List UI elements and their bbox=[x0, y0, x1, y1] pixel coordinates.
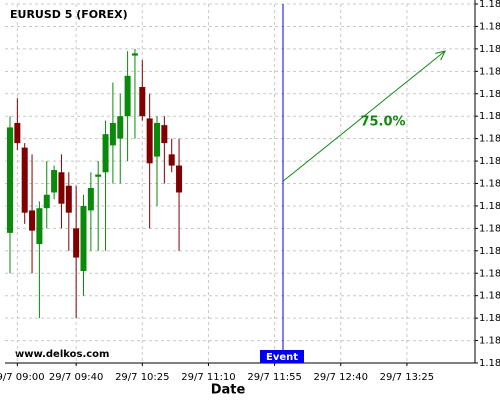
candle-body bbox=[168, 154, 175, 166]
candle-body bbox=[29, 210, 36, 231]
x-tick-label: 29/7 12:40 bbox=[314, 372, 368, 383]
x-tick-label: 29/7 09:40 bbox=[49, 372, 103, 383]
y-tick-label: 1.1866 bbox=[479, 358, 500, 369]
y-tick-label: 1.1871 bbox=[479, 246, 500, 257]
candle-body bbox=[131, 53, 138, 56]
candle-body bbox=[87, 187, 94, 211]
candle-body bbox=[109, 122, 116, 146]
y-tick-label: 1.1878 bbox=[479, 89, 500, 100]
candle-body bbox=[154, 122, 160, 157]
y-tick-label: 1.1874 bbox=[479, 179, 500, 190]
y-tick-label: 1.1875 bbox=[479, 156, 500, 167]
x-tick-label: 29/7 10:25 bbox=[115, 372, 169, 383]
candle-body bbox=[73, 228, 80, 258]
candle-body bbox=[7, 127, 13, 233]
candle-body bbox=[146, 118, 153, 164]
y-tick-label: 1.1868 bbox=[479, 313, 500, 324]
event-label: Event bbox=[266, 352, 298, 363]
chart-title: EURUSD 5 (FOREX) bbox=[10, 8, 128, 21]
y-tick-label: 1.1870 bbox=[479, 268, 500, 279]
candle-body bbox=[65, 185, 72, 213]
forecast-arrow bbox=[282, 50, 446, 182]
y-tick-label: 1.1869 bbox=[479, 291, 500, 302]
x-tick-label: 29/7 11:55 bbox=[247, 372, 301, 383]
y-tick-label: 1.1872 bbox=[479, 223, 500, 234]
y-tick-label: 1.1880 bbox=[479, 44, 500, 55]
event-box bbox=[260, 350, 304, 363]
candle-body bbox=[80, 205, 87, 272]
x-tick-label: 29/7 13:25 bbox=[380, 372, 434, 383]
candle-body bbox=[14, 122, 21, 144]
candle-body bbox=[21, 147, 28, 213]
candle-body bbox=[176, 165, 183, 193]
candle-body bbox=[51, 170, 58, 193]
watermark: www.delkos.com bbox=[15, 349, 109, 360]
y-tick-label: 1.1873 bbox=[479, 201, 500, 212]
x-axis-label: Date bbox=[211, 383, 246, 398]
candle-body bbox=[117, 116, 124, 139]
candle-body bbox=[139, 87, 146, 117]
y-tick-label: 1.1881 bbox=[479, 21, 500, 32]
candle-body bbox=[43, 194, 50, 209]
y-tick-label: 1.1876 bbox=[479, 134, 500, 145]
y-tick-label: 1.1882 bbox=[479, 0, 500, 10]
x-tick-label: 29/7 09:00 bbox=[0, 372, 45, 383]
candle-body bbox=[124, 75, 131, 117]
y-tick-label: 1.1867 bbox=[479, 336, 500, 347]
arrow-head bbox=[435, 50, 446, 61]
x-tick-label: 29/7 11:10 bbox=[181, 372, 235, 383]
candle-body bbox=[102, 134, 109, 173]
candle-body bbox=[95, 174, 102, 177]
candle-body bbox=[161, 125, 168, 144]
forecast-label: 75.0% bbox=[360, 115, 405, 130]
y-tick-label: 1.1879 bbox=[479, 66, 500, 77]
candle-body bbox=[36, 208, 43, 245]
candle-body bbox=[58, 172, 65, 204]
y-tick-label: 1.1877 bbox=[479, 111, 500, 122]
